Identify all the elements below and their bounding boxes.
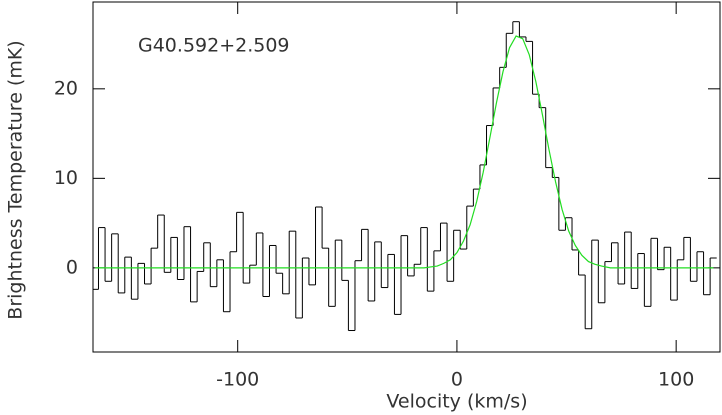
- fit-line: [95, 35, 714, 269]
- y-tick-label: 10: [54, 167, 78, 189]
- annotation: G40.592+2.509: [138, 35, 290, 57]
- plot-frame: [92, 1, 721, 353]
- x-tick-label: 100: [658, 369, 694, 391]
- y-axis-label: Brightness Temperature (mK): [5, 40, 27, 319]
- step-risers: [97, 21, 711, 331]
- x-tick-label: -100: [216, 369, 259, 391]
- x-axis-label: Velocity (km/s): [386, 391, 527, 413]
- x-tick-label: 0: [451, 369, 463, 391]
- y-tick-label: 20: [54, 77, 78, 99]
- y-tick-label: 0: [66, 256, 78, 278]
